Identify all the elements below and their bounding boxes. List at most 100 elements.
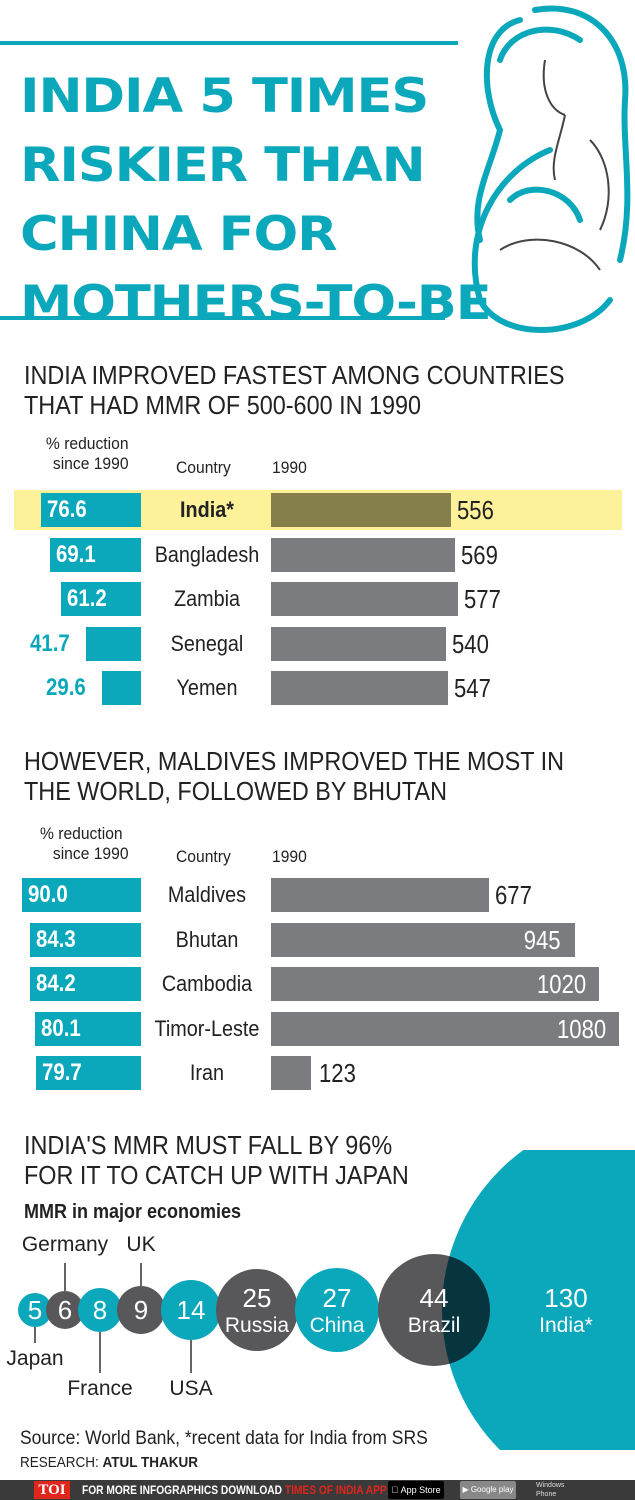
mmr-1990-bar bbox=[271, 1056, 311, 1091]
mmr-1990-value: 1020 bbox=[537, 969, 587, 1000]
col-reduction-header: % reduction since 1990 bbox=[40, 434, 129, 474]
table-row: 80.1 Timor-Leste 1080 bbox=[0, 1009, 635, 1049]
reduction-bar bbox=[35, 1056, 141, 1091]
footer-text: FOR MORE INFOGRAPHICS DOWNLOAD TIMES OF … bbox=[82, 1483, 387, 1497]
table-row: 29.6 Yemen 547 bbox=[0, 668, 635, 708]
country-name: Bhutan bbox=[175, 926, 239, 952]
mmr-1990-bar bbox=[271, 1011, 619, 1046]
mmr-1990-bar bbox=[271, 671, 449, 706]
mmr-1990-value: 577 bbox=[463, 584, 501, 615]
bubble-value: 130 bbox=[544, 1283, 587, 1313]
research-label: RESEARCH: bbox=[20, 1454, 99, 1471]
title-line: MOTHERS-TO-BE bbox=[20, 276, 492, 331]
reduction-bar bbox=[86, 626, 141, 661]
reduction-bar bbox=[40, 493, 141, 527]
reduction-value: 84.3 bbox=[35, 925, 76, 953]
mmr-1990-bar bbox=[271, 582, 458, 617]
research-credit: RESEARCH: ATUL THAKUR bbox=[20, 1454, 198, 1471]
title-line: RISKIER THAN bbox=[20, 138, 426, 193]
reduction-value: 76.6 bbox=[46, 496, 87, 523]
reduction-bar bbox=[35, 1011, 141, 1046]
mmr-1990-value: 1080 bbox=[556, 1013, 606, 1044]
google-play-label: Google play bbox=[470, 1485, 514, 1494]
reduction-value: 29.6 bbox=[46, 674, 86, 702]
bubble-value: 44 bbox=[420, 1283, 449, 1313]
bubble-country-label: France bbox=[67, 1377, 132, 1400]
bubble-value: 14 bbox=[177, 1295, 206, 1325]
mmr-1990-value: 547 bbox=[454, 673, 492, 704]
heading-line: FOR IT TO CATCH UP WITH JAPAN bbox=[24, 1160, 409, 1190]
bubble-value: 6 bbox=[58, 1295, 72, 1325]
heading-line: INDIA'S MMR MUST FALL BY 96% bbox=[24, 1130, 393, 1160]
bubble-value: 9 bbox=[134, 1295, 148, 1325]
table-row: 69.1 Bangladesh 569 bbox=[0, 535, 635, 575]
table-row: 61.2 Zambia 577 bbox=[0, 579, 635, 619]
mmr-1990-bar bbox=[271, 922, 576, 957]
mmr-1990-bar bbox=[271, 493, 452, 527]
app-store-label: App Store bbox=[395, 1485, 441, 1495]
bubble-japan bbox=[18, 1293, 52, 1327]
reduction-value: 41.7 bbox=[30, 629, 71, 657]
bubble-value: 25 bbox=[243, 1283, 272, 1313]
country-name: Maldives bbox=[167, 882, 247, 907]
bubble-country-label: Japan bbox=[6, 1347, 63, 1370]
col-reduction-header: % reduction since 1990 bbox=[40, 824, 129, 864]
mmr-1990-bar bbox=[271, 967, 600, 1002]
reduction-bar bbox=[29, 967, 141, 1002]
top-rule bbox=[0, 41, 458, 45]
country-name: India* bbox=[180, 497, 234, 522]
section3-subheading: MMR in major economies bbox=[24, 1201, 242, 1223]
col-header-line: since 1990 bbox=[52, 844, 129, 863]
bubble-country-label: India* bbox=[539, 1314, 593, 1337]
col-header-line: since 1990 bbox=[52, 454, 129, 473]
app-store-badge[interactable]:  App Store bbox=[388, 1481, 444, 1499]
footer-app-name[interactable]: TIMES OF INDIA APP bbox=[284, 1483, 387, 1497]
reduction-bar bbox=[22, 878, 141, 912]
heading-line: THE WORLD, FOLLOWED BY BHUTAN bbox=[24, 776, 447, 806]
mmr-1990-value: 677 bbox=[494, 880, 532, 910]
country-name: Iran bbox=[189, 1060, 225, 1086]
col-header-line: % reduction bbox=[40, 824, 123, 843]
country-name: Yemen bbox=[176, 675, 238, 701]
bubble-country-label: USA bbox=[169, 1377, 212, 1400]
google-play-badge[interactable]: ▶ Google play bbox=[460, 1481, 516, 1499]
col-country-header: Country bbox=[176, 847, 231, 866]
main-title: INDIA 5 TIMES RISKIER THAN CHINA FOR MOT… bbox=[20, 62, 492, 338]
heading-line: THAT HAD MMR OF 500-600 IN 1990 bbox=[24, 390, 422, 420]
heading-line: HOWEVER, MALDIVES IMPROVED THE MOST IN bbox=[24, 746, 565, 776]
title-line: CHINA FOR bbox=[20, 207, 338, 262]
reduction-bar bbox=[29, 922, 141, 957]
source-note: Source: World Bank, *recent data for Ind… bbox=[20, 1428, 428, 1449]
bubble-value: 5 bbox=[28, 1295, 42, 1325]
bubble-value: 8 bbox=[93, 1295, 107, 1325]
windows-phone-label: Windows Phone bbox=[536, 1482, 565, 1498]
reduction-value: 84.2 bbox=[35, 970, 76, 998]
section3-heading: INDIA'S MMR MUST FALL BY 96% FOR IT TO C… bbox=[24, 1130, 409, 1190]
reduction-bar bbox=[102, 671, 141, 706]
country-name: Cambodia bbox=[161, 971, 253, 997]
table-row: 84.3 Bhutan 945 bbox=[0, 920, 635, 960]
section1-heading: INDIA IMPROVED FASTEST AMONG COUNTRIES T… bbox=[24, 360, 564, 420]
bubble-usa bbox=[161, 1280, 221, 1340]
title-line: INDIA 5 TIMES bbox=[20, 69, 429, 124]
bubble-country-label: China bbox=[310, 1314, 365, 1337]
table-row: 84.2 Cambodia 1020 bbox=[0, 964, 635, 1004]
footer-bar: TOI FOR MORE INFOGRAPHICS DOWNLOAD TIMES… bbox=[0, 1480, 635, 1500]
bubble-france bbox=[78, 1288, 122, 1332]
research-name: ATUL THAKUR bbox=[102, 1454, 199, 1471]
col-year-header: 1990 bbox=[272, 458, 307, 477]
table-row: 76.6 India* 556 bbox=[14, 490, 622, 530]
mmr-1990-value: 945 bbox=[523, 924, 561, 955]
mmr-1990-value: 123 bbox=[318, 1058, 356, 1089]
table-row: 79.7 Iran 123 bbox=[0, 1053, 635, 1093]
windows-phone-badge[interactable]: Windows Phone bbox=[522, 1481, 568, 1499]
country-name: Senegal bbox=[170, 630, 244, 656]
bubble-china bbox=[295, 1268, 379, 1352]
mmr-1990-bar bbox=[271, 878, 489, 912]
bubble-country-label: Brazil bbox=[408, 1314, 461, 1337]
table-row: 90.0 Maldives 677 bbox=[0, 875, 635, 915]
mmr-1990-bar bbox=[271, 537, 456, 572]
country-name: Zambia bbox=[173, 586, 241, 612]
reduction-value: 79.7 bbox=[41, 1059, 82, 1087]
